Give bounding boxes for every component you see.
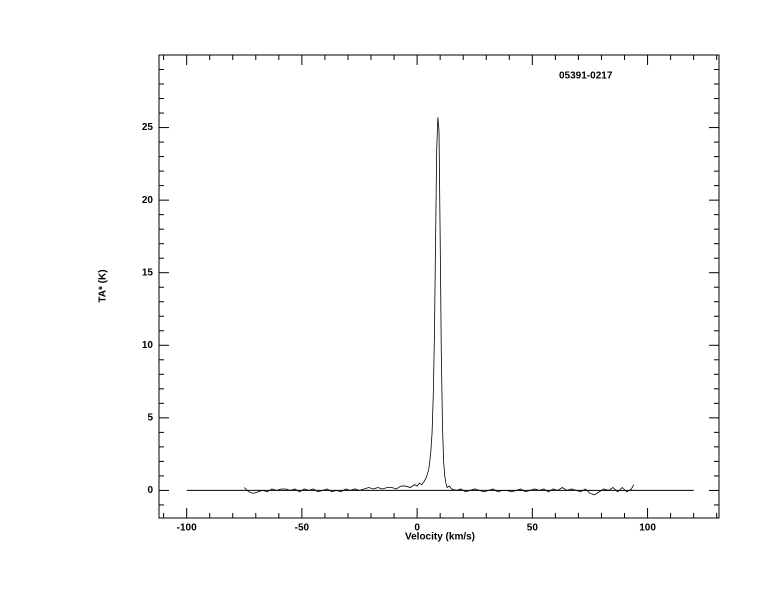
y-axis-label: TA* (K)	[98, 269, 109, 302]
y-tick-label: 15	[142, 267, 154, 278]
x-tick-label: 0	[414, 523, 420, 534]
x-tick-label: 100	[639, 523, 656, 534]
y-tick-label: 10	[142, 340, 154, 351]
spectrum-line	[243, 117, 635, 496]
plot-frame	[158, 54, 720, 519]
y-tick-label: 0	[147, 485, 153, 496]
x-tick-label: -100	[177, 523, 197, 534]
x-axis-label: Velocity (km/s)	[405, 532, 475, 543]
x-tick-label: -50	[295, 523, 310, 534]
annotation: 05391-0217	[559, 71, 613, 82]
y-tick-label: 20	[142, 195, 154, 206]
y-tick-label: 25	[142, 122, 154, 133]
x-tick-label: 50	[527, 523, 539, 534]
y-tick-label: 5	[147, 412, 153, 423]
